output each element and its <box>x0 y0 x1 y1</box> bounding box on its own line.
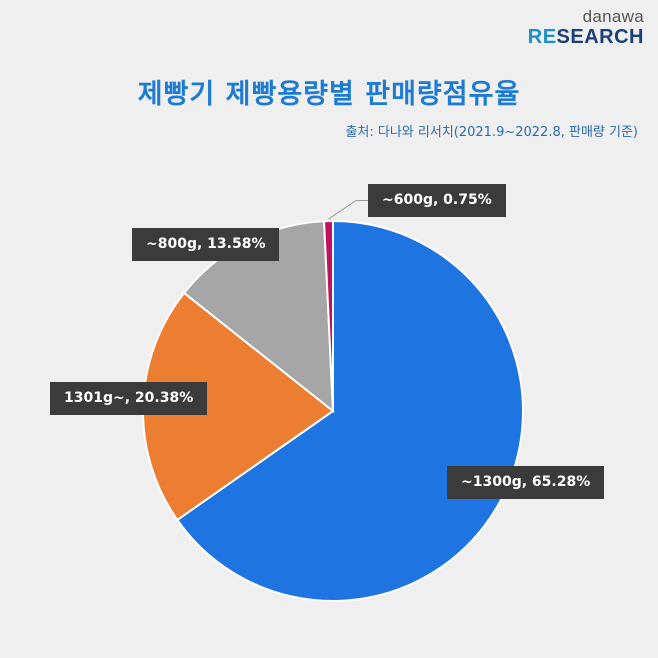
chart-title: 제빵기 제빵용량별 판매량점유율 <box>137 79 521 110</box>
logo-line2: RESEARCH <box>528 27 644 47</box>
leader-line-600g <box>328 200 368 220</box>
logo-line2-prefix: RE <box>527 26 557 48</box>
slice-label-1301g: 1301g~, 20.38% <box>50 382 208 415</box>
danawa-research-logo: danawa RESEARCH <box>528 8 644 47</box>
source-note: 출처: 다나와 리서치(2021.9~2022.8, 판매량 기준) <box>345 125 638 140</box>
slice-label-1300g: ~1300g, 65.28% <box>447 466 605 499</box>
logo-line1: danawa <box>582 7 644 26</box>
slice-label-800g: ~800g, 13.58% <box>132 228 280 261</box>
slice-label-600g: ~600g, 0.75% <box>368 184 506 217</box>
logo-line2-rest: SEARCH <box>556 26 644 48</box>
slice-600g <box>323 219 334 412</box>
